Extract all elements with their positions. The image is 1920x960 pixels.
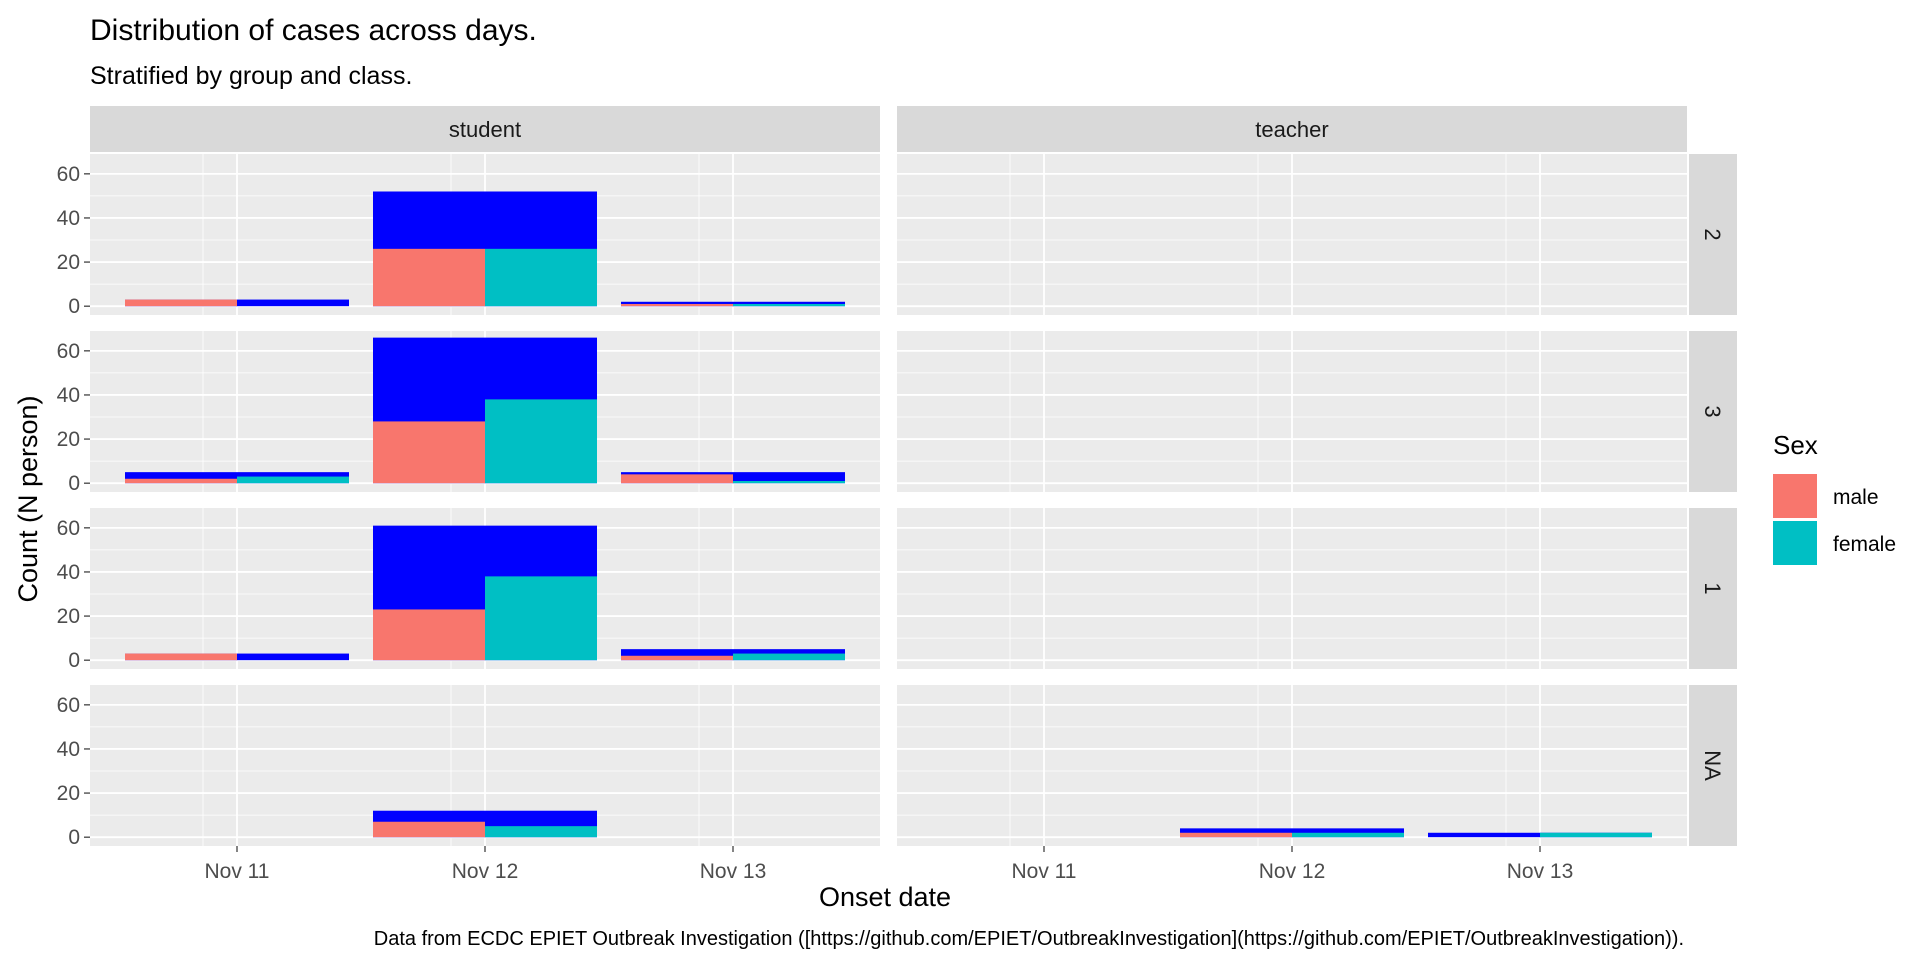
- y-tick-label: 0: [68, 295, 80, 318]
- panel-student-3: [90, 331, 880, 492]
- bar-female: [237, 476, 349, 484]
- bar-female: [485, 826, 597, 838]
- bar-group-nov-12: [373, 191, 597, 307]
- legend-label-female: female: [1833, 533, 1896, 556]
- x-tick-label: Nov 12: [1259, 860, 1326, 883]
- facet-row-strip-na: [1689, 685, 1737, 846]
- panel-teacher-na: [897, 685, 1687, 846]
- y-tick-label: 60: [57, 340, 80, 363]
- bar-male: [373, 821, 485, 838]
- facet-row-strip-1: [1689, 508, 1737, 669]
- y-axis-title: Count (N person): [13, 395, 43, 602]
- y-tick-label: 40: [57, 384, 80, 407]
- y-tick-label: 0: [68, 649, 80, 672]
- bar-group-nov-13: [621, 649, 845, 661]
- bar-male: [621, 655, 733, 661]
- bar-group-nov-11: [125, 653, 349, 661]
- bar-male: [373, 248, 485, 307]
- bar-female: [485, 248, 597, 307]
- facet-row-strip-3: [1689, 331, 1737, 492]
- bar-group-nov-11: [125, 299, 349, 307]
- bar-group-nov-12: [373, 337, 597, 484]
- bar-total: [1180, 828, 1404, 838]
- facet-row-label-2: 2: [1700, 228, 1725, 240]
- bar-group-nov-12: [373, 525, 597, 661]
- y-tick-label: 40: [57, 561, 80, 584]
- bar-male: [125, 478, 237, 484]
- panel-teacher-3: [897, 331, 1687, 492]
- bar-male: [621, 474, 733, 484]
- chart-title: Distribution of cases across days.: [90, 14, 537, 47]
- axes: 0 20 40 60 0 20 40 60 0 20 40 60 0 20 40 60 Nov 11 Nov 12…: [57, 163, 1574, 883]
- y-tick-label: 20: [57, 605, 80, 628]
- bar-male: [125, 299, 237, 307]
- y-tick-label: 40: [57, 207, 80, 230]
- panel-student-1: [90, 508, 880, 669]
- bar-group-nov-13: [621, 301, 845, 307]
- bar-female: [733, 653, 845, 661]
- facet-strip-teacher: [897, 106, 1687, 152]
- bar-group-nov-12: [1180, 828, 1404, 838]
- bar-group-nov-11: [125, 472, 349, 484]
- panel-student-2: [90, 154, 880, 315]
- legend-label-male: male: [1833, 486, 1879, 509]
- bar-female: [733, 480, 845, 484]
- x-tick-label: Nov 13: [700, 860, 767, 883]
- bar-female: [485, 399, 597, 484]
- x-tick-label: Nov 11: [205, 860, 270, 883]
- bar-female: [733, 303, 845, 307]
- y-tick-label: 20: [57, 782, 80, 805]
- x-tick-label: Nov 13: [1507, 860, 1574, 883]
- legend: Sex male female: [1773, 430, 1896, 565]
- panel-teacher-2: [897, 154, 1687, 315]
- facet-row-label-3: 3: [1700, 405, 1725, 417]
- facet-strip-label-teacher: teacher: [1255, 117, 1328, 142]
- y-tick-label: 20: [57, 428, 80, 451]
- x-tick-label: Nov 12: [452, 860, 519, 883]
- x-axis-title: Onset date: [819, 882, 951, 912]
- y-tick-label: 60: [57, 517, 80, 540]
- bar-male: [1180, 832, 1292, 838]
- y-tick-label: 40: [57, 738, 80, 761]
- bar-group-nov-12: [373, 810, 597, 838]
- y-tick-label: 20: [57, 251, 80, 274]
- bar-male: [621, 303, 733, 307]
- bar-female: [1540, 832, 1652, 838]
- y-tick-label: 60: [57, 694, 80, 717]
- facet-strip-student: [90, 106, 880, 152]
- facet-row-label-na: NA: [1700, 750, 1725, 781]
- facet-panels: student teacher 2 3 1 NA: [90, 106, 1737, 846]
- y-tick-label: 0: [68, 826, 80, 849]
- facet-row-label-1: 1: [1700, 582, 1725, 594]
- bar-group-nov-13: [621, 472, 845, 484]
- y-tick-label: 60: [57, 163, 80, 186]
- panel-teacher-1: [897, 508, 1687, 669]
- y-tick-label: 0: [68, 472, 80, 495]
- legend-key-female: [1773, 521, 1817, 565]
- bar-male: [373, 421, 485, 484]
- bar-male: [125, 653, 237, 661]
- x-tick-label: Nov 11: [1012, 860, 1077, 883]
- chart-caption: Data from ECDC EPIET Outbreak Investigat…: [374, 928, 1684, 950]
- bar-male: [373, 609, 485, 661]
- bar-female: [1292, 832, 1404, 838]
- facet-strip-label-student: student: [449, 117, 521, 142]
- facet-row-strip-2: [1689, 154, 1737, 315]
- panel-student-na: [90, 685, 880, 846]
- bar-female: [485, 576, 597, 661]
- legend-key-male: [1773, 474, 1817, 518]
- legend-title: Sex: [1773, 430, 1818, 460]
- chart-subtitle: Stratified by group and class.: [90, 62, 412, 90]
- bar-group-nov-13: [1428, 832, 1652, 838]
